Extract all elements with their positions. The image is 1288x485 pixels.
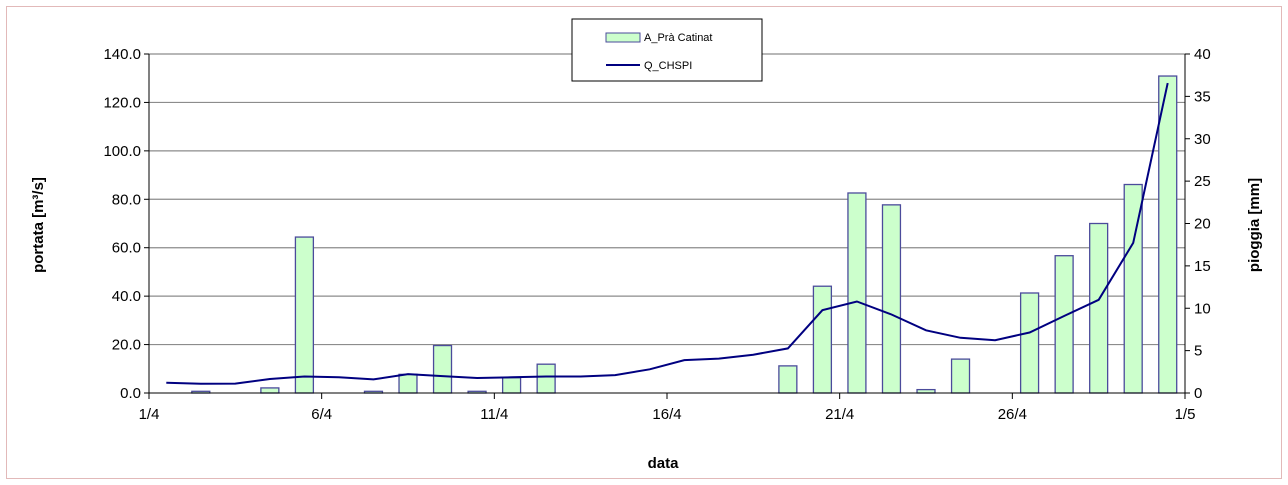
- y-left-tick-label: 140.0: [103, 46, 141, 63]
- x-tick-label: 1/4: [139, 406, 160, 423]
- tick-labels: 0.0 20.0 40.0 60.0 80.0 100.0 120.0 140.0 0 5 10 15…: [103, 46, 1210, 423]
- series-line-q-chspi: [166, 82, 1169, 385]
- y-right-tick-label: 40: [1194, 46, 1211, 63]
- y-left-tick-label: 20.0: [112, 337, 141, 354]
- bar-a-pra-catinat: [432, 344, 453, 394]
- x-tick-label: 26/4: [998, 406, 1027, 423]
- y-right-tick-label: 5: [1194, 343, 1202, 360]
- bar-a-pra-catinat: [1158, 75, 1178, 394]
- legend-box: [571, 18, 763, 82]
- y-right-tick-label: 30: [1194, 131, 1211, 148]
- bar-a-pra-catinat: [501, 377, 522, 394]
- bar-a-pra-catinat: [398, 373, 418, 394]
- bar-a-pra-catinat: [916, 388, 936, 394]
- y-right-tick-label: 10: [1194, 300, 1211, 317]
- legend-bar-swatch: [605, 32, 641, 43]
- y-right-tick-label: 0: [1194, 385, 1202, 402]
- legend-label-q-chspi: Q_CHSPI: [644, 60, 692, 72]
- bar-a-pra-catinat: [1019, 292, 1040, 394]
- bar-a-pra-catinat: [1054, 255, 1074, 394]
- bar-a-pra-catinat: [950, 358, 971, 394]
- x-axis-title: data: [648, 455, 680, 472]
- x-tick-label: 6/4: [311, 406, 332, 423]
- chart: 0.0 20.0 40.0 60.0 80.0 100.0 120.0 140.0 0 5 10 15…: [30, 18, 1263, 472]
- y-right-tick-label: 25: [1194, 173, 1211, 190]
- x-tick-label: 16/4: [652, 406, 681, 423]
- legend: A_Prà Catinat Q_CHSPI: [571, 18, 763, 82]
- y-left-tick-label: 120.0: [103, 94, 141, 111]
- bar-a-pra-catinat: [294, 236, 315, 394]
- y-axis-left-title: portata [m³/s]: [30, 177, 47, 273]
- bar-a-pra-catinat: [778, 365, 798, 394]
- y-left-tick-label: 40.0: [112, 288, 141, 305]
- x-tick-label: 11/4: [480, 406, 508, 423]
- bar-a-pra-catinat: [260, 387, 280, 394]
- y-left-tick-label: 0.0: [120, 385, 141, 402]
- bar-a-pra-catinat: [847, 192, 867, 394]
- y-right-tick-label: 15: [1194, 258, 1211, 275]
- x-tick-label: 1/5: [1175, 406, 1196, 423]
- y-left-tick-label: 100.0: [103, 143, 141, 160]
- chart-frame: 0.0 20.0 40.0 60.0 80.0 100.0 120.0 140.0 0 5 10 15…: [6, 6, 1282, 479]
- axes: [144, 53, 1190, 399]
- y-right-tick-label: 35: [1194, 88, 1211, 105]
- legend-label-a-pra-catinat: A_Prà Catinat: [644, 32, 712, 44]
- y-right-tick-label: 20: [1194, 216, 1211, 233]
- y-left-tick-label: 80.0: [112, 191, 141, 208]
- bar-a-pra-catinat: [536, 363, 556, 394]
- y-left-tick-label: 60.0: [112, 240, 141, 257]
- x-tick-label: 21/4: [825, 406, 854, 423]
- bar-series: [191, 75, 1178, 394]
- bar-a-pra-catinat: [881, 204, 902, 394]
- bar-a-pra-catinat: [1089, 222, 1109, 394]
- y-axis-right-title: pioggia [mm]: [1246, 178, 1263, 272]
- bar-a-pra-catinat: [812, 285, 833, 394]
- gridlines: [149, 53, 1185, 346]
